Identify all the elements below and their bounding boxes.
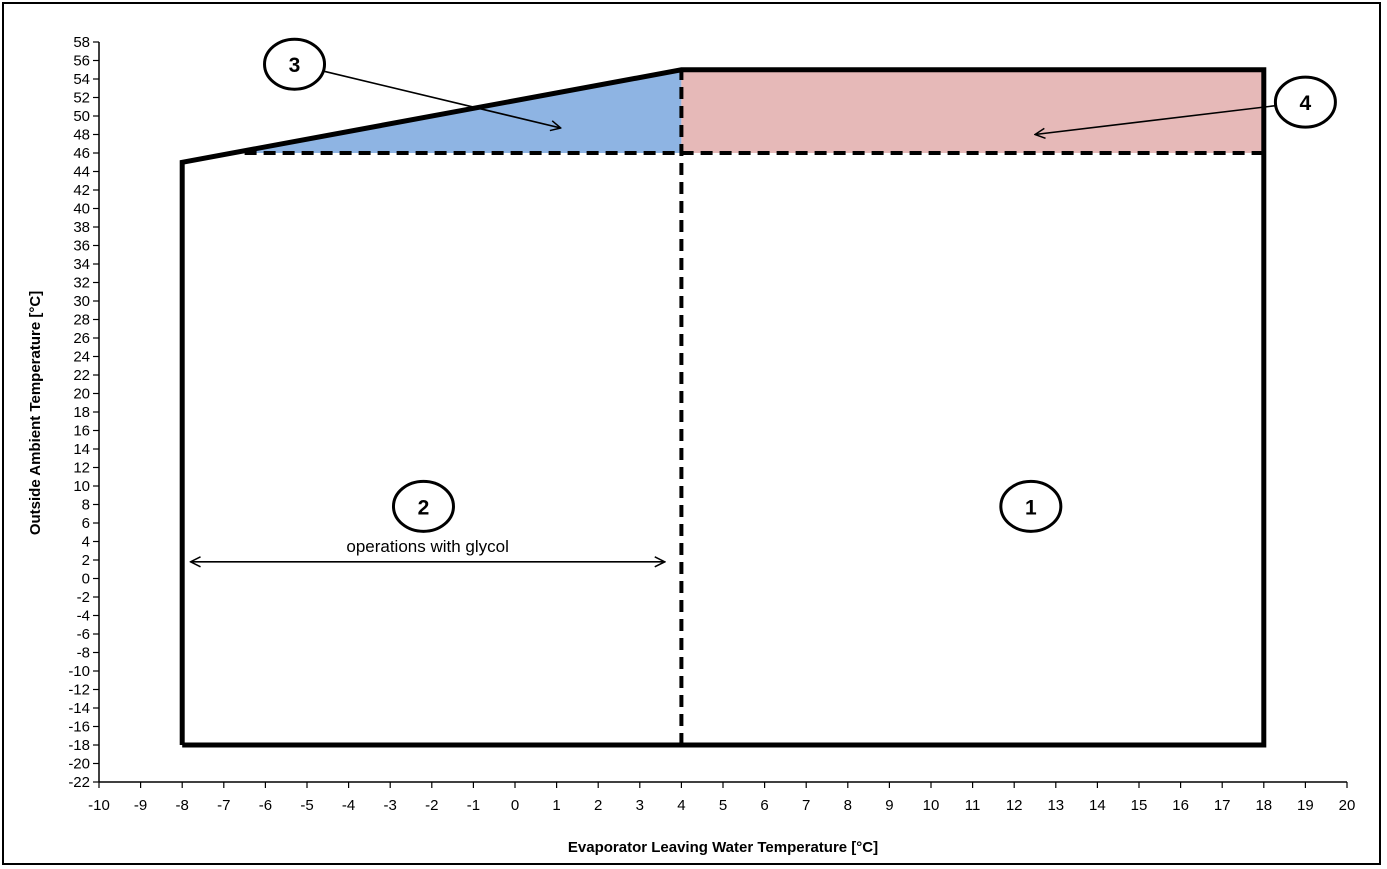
x-tick-label: 7 xyxy=(802,797,810,814)
annotation-2-label: 2 xyxy=(418,496,430,519)
y-tick-label: 46 xyxy=(73,145,90,162)
annotation-3-circle xyxy=(263,37,327,91)
y-tick-label: 50 xyxy=(73,108,90,125)
y-tick-label: -22 xyxy=(68,774,90,791)
y-tick-label: 56 xyxy=(73,53,90,70)
x-tick-label: 11 xyxy=(965,797,981,814)
y-tick-label: 36 xyxy=(73,238,90,255)
y-tick-label: 38 xyxy=(73,219,90,236)
x-tick-label: 4 xyxy=(677,797,685,814)
x-axis-title: Evaporator Leaving Water Temperature [°C… xyxy=(568,839,878,856)
x-tick-label: 0 xyxy=(511,797,519,814)
region-4 xyxy=(681,69,1264,153)
y-tick-label: -16 xyxy=(68,719,90,736)
x-tick-label: -8 xyxy=(176,797,189,814)
glycol-range-text: operations with glycol xyxy=(346,537,509,556)
annotation-2-circle xyxy=(391,479,455,533)
x-tick-label: -5 xyxy=(300,797,313,814)
y-tick-label: -6 xyxy=(77,626,90,643)
x-tick-label: 17 xyxy=(1214,797,1231,814)
x-tick-label: 19 xyxy=(1297,797,1314,814)
x-tick-label: 20 xyxy=(1339,797,1356,814)
y-tick-label: 8 xyxy=(82,497,90,514)
y-tick-label: 24 xyxy=(73,349,90,366)
y-tick-label: 40 xyxy=(73,201,90,218)
x-tick-label: -1 xyxy=(467,797,480,814)
y-tick-label: -14 xyxy=(68,700,90,717)
y-axis-title: Outside Ambient Temperature [°C] xyxy=(27,291,44,535)
y-tick-label: 34 xyxy=(73,256,90,273)
x-tick-label: 18 xyxy=(1255,797,1272,814)
y-tick-label: -20 xyxy=(68,756,90,773)
y-tick-label: 58 xyxy=(73,34,90,51)
lines-layer xyxy=(179,67,1267,748)
y-tick-label: 42 xyxy=(73,182,90,199)
x-tick-label: -7 xyxy=(217,797,230,814)
y-tick-label: 2 xyxy=(82,552,90,569)
x-tick-label: -10 xyxy=(88,797,110,814)
y-tick-label: -8 xyxy=(77,645,90,662)
y-tick-label: 6 xyxy=(82,515,90,532)
y-tick-label: -4 xyxy=(77,608,90,625)
regions-layer xyxy=(244,69,1264,153)
x-tick-label: -4 xyxy=(342,797,355,814)
annotation-4-circle xyxy=(1273,75,1337,129)
annotation-4-arrow xyxy=(1035,104,1276,135)
annotation-3-arrow xyxy=(323,70,561,128)
x-tick-label: 13 xyxy=(1047,797,1064,814)
y-tick-label: 4 xyxy=(82,534,90,551)
y-tick-label: 52 xyxy=(73,90,90,107)
annotations-layer: 1 2 3 4 operations with glycol xyxy=(191,37,1337,562)
y-tick-label: 14 xyxy=(73,441,90,458)
y-tick-label: 54 xyxy=(73,71,90,88)
annotation-1-label: 1 xyxy=(1025,496,1037,519)
x-tick-label: 16 xyxy=(1172,797,1189,814)
y-tick-label: 10 xyxy=(73,478,90,495)
y-tick-label: 30 xyxy=(73,293,90,310)
y-tick-label: -10 xyxy=(68,663,90,680)
x-tick-label: 9 xyxy=(885,797,893,814)
x-tick-label: 2 xyxy=(594,797,602,814)
x-tick-label: 8 xyxy=(844,797,852,814)
x-tick-label: 10 xyxy=(923,797,940,814)
x-tick-label: 5 xyxy=(719,797,727,814)
x-tick-label: 6 xyxy=(760,797,768,814)
x-tick-label: 14 xyxy=(1089,797,1106,814)
y-tick-label: 48 xyxy=(73,127,90,144)
x-tick-label: 1 xyxy=(552,797,560,814)
operating-envelope-line xyxy=(179,67,1267,748)
y-tick-label: 0 xyxy=(82,571,90,588)
x-tick-label: 12 xyxy=(1006,797,1023,814)
y-tick-label: -18 xyxy=(68,737,90,754)
y-tick-label: 22 xyxy=(73,367,90,384)
annotation-4-label: 4 xyxy=(1300,92,1312,115)
x-tick-label: 3 xyxy=(636,797,644,814)
y-tick-label: 32 xyxy=(73,275,90,292)
y-tick-label: 16 xyxy=(73,423,90,440)
y-tick-label: 44 xyxy=(73,164,90,181)
y-tick-label: 18 xyxy=(73,404,90,421)
y-tick-label: -2 xyxy=(77,589,90,606)
y-tick-label: -12 xyxy=(68,682,90,699)
annotation-3-label: 3 xyxy=(289,54,301,77)
x-tick-label: 15 xyxy=(1131,797,1148,814)
y-tick-label: 20 xyxy=(73,386,90,403)
x-tick-label: -6 xyxy=(259,797,272,814)
x-tick-label: -9 xyxy=(134,797,147,814)
x-tick-label: -2 xyxy=(425,797,438,814)
y-tick-label: 12 xyxy=(73,460,90,477)
annotation-1-circle xyxy=(999,479,1063,533)
y-tick-label: 28 xyxy=(73,312,90,329)
x-tick-label: -3 xyxy=(384,797,397,814)
axes-layer: -10 -9 -8 -7 -6 -5 -4 -3 -2 -1 0 1 2 3 4 5 6 7 8 9 10 11 12 13 1… xyxy=(68,34,1355,814)
y-tick-label: 26 xyxy=(73,330,90,347)
